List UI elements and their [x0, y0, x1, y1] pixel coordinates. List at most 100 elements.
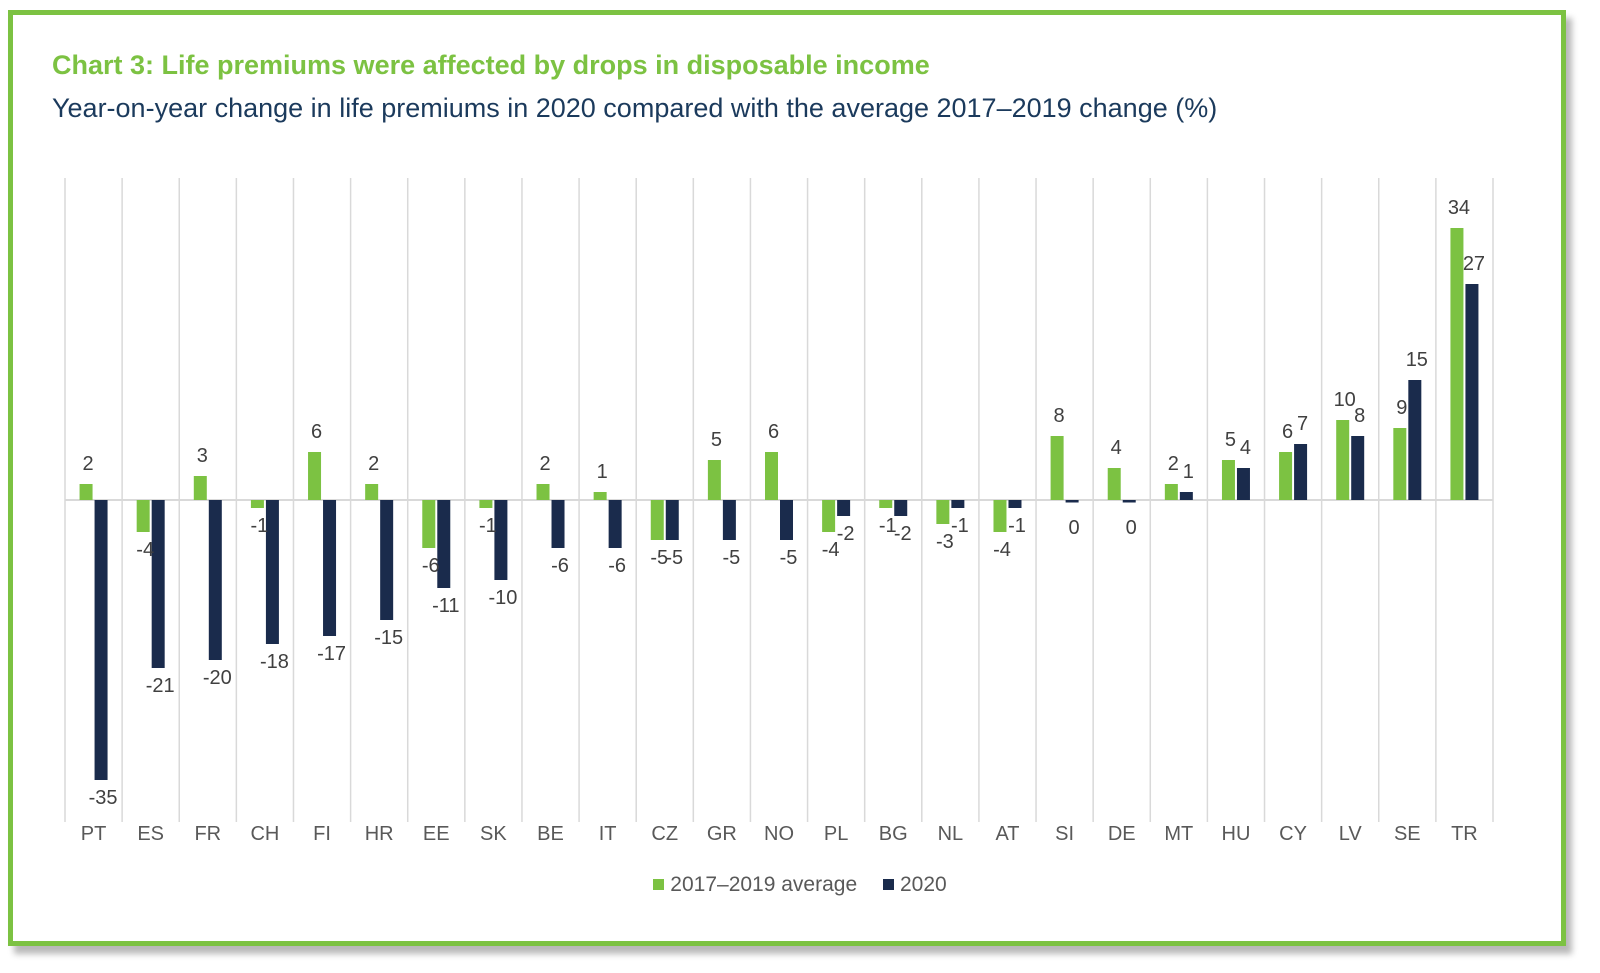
bar-2020	[437, 500, 451, 588]
bar-2020	[894, 500, 908, 516]
bar-2020-zero	[1122, 500, 1136, 503]
bar-2020	[265, 500, 279, 644]
category-label: HU	[1222, 823, 1251, 845]
legend-swatch-series-b	[882, 879, 894, 890]
bar-2020	[1179, 492, 1193, 500]
category-label: CY	[1279, 823, 1307, 845]
bar-avg-2017-2019	[765, 452, 778, 500]
data-labels: 2-35-4-213-20-1-186-172-15-6-11-1-102-61…	[82, 197, 1485, 809]
category-label: SI	[1055, 823, 1074, 845]
bar-2020	[551, 500, 565, 548]
data-label: 5	[1225, 429, 1236, 451]
data-label: -5	[722, 547, 740, 569]
data-label: -21	[146, 675, 175, 697]
category-label: ES	[137, 823, 164, 845]
bar-avg-2017-2019	[479, 500, 493, 508]
bar-2020	[323, 500, 337, 636]
bar-avg-2017-2019	[936, 500, 950, 524]
category-label: SE	[1394, 823, 1421, 845]
data-label: 10	[1334, 389, 1356, 411]
data-label: 5	[711, 429, 722, 451]
category-label: AT	[995, 823, 1019, 845]
data-label: 6	[1282, 421, 1293, 443]
data-label: -5	[780, 547, 798, 569]
category-label: CH	[250, 823, 279, 845]
bar-avg-2017-2019	[308, 452, 322, 500]
gridlines	[64, 178, 1494, 822]
bar-avg-2017-2019	[250, 500, 264, 508]
data-label: 15	[1406, 349, 1428, 371]
bar-2020-zero	[1065, 500, 1079, 503]
data-label: -18	[260, 651, 289, 673]
data-label: -4	[822, 539, 840, 561]
bar-2020	[1408, 380, 1422, 500]
legend-item-series-a: 2017–2019 average	[653, 873, 857, 897]
data-label: 6	[768, 421, 779, 443]
data-label: 9	[1396, 397, 1407, 419]
bar-2020	[780, 500, 793, 540]
bar-avg-2017-2019	[707, 460, 721, 500]
data-label: 2	[539, 453, 550, 475]
category-label: LV	[1339, 823, 1363, 845]
bar-avg-2017-2019	[136, 500, 150, 532]
bar-2020	[608, 500, 622, 548]
data-label: 6	[311, 421, 322, 443]
legend-item-series-b: 2020	[882, 872, 947, 897]
data-label: 1	[597, 461, 608, 483]
category-label: NL	[938, 823, 964, 845]
category-label: EE	[423, 823, 450, 845]
category-label: PT	[81, 823, 107, 845]
legend-label-series-b: 2020	[899, 872, 947, 896]
bar-avg-2017-2019	[822, 500, 836, 532]
category-label: CZ	[651, 823, 678, 845]
bar-avg-2017-2019	[1107, 468, 1121, 500]
data-label: -1	[951, 515, 969, 537]
data-label: -4	[136, 539, 154, 561]
bar-2020	[1351, 436, 1365, 500]
bar-2020	[94, 500, 108, 780]
data-label: -10	[488, 587, 517, 609]
data-label: 4	[1240, 437, 1251, 459]
category-label: IT	[599, 823, 617, 845]
bar-avg-2017-2019	[79, 484, 93, 500]
data-label: -11	[432, 595, 459, 617]
bar-avg-2017-2019	[365, 484, 379, 500]
bar-2020	[151, 500, 165, 668]
category-label: PL	[824, 823, 848, 845]
chart-subtitle: Year-on-year change in life premiums in …	[52, 93, 1218, 123]
bar-avg-2017-2019	[1221, 460, 1235, 500]
bar-avg-2017-2019	[879, 500, 893, 508]
data-label: -4	[993, 539, 1011, 561]
category-label: BE	[537, 823, 564, 845]
data-label: 7	[1297, 413, 1308, 435]
data-label: 8	[1054, 405, 1065, 427]
chart-title: Chart 3: Life premiums were affected by …	[52, 50, 930, 80]
category-label: FI	[313, 823, 331, 845]
data-label: 0	[1126, 517, 1137, 539]
data-label: 34	[1448, 197, 1470, 219]
data-label: 4	[1111, 437, 1122, 459]
bar-avg-2017-2019	[1450, 228, 1464, 500]
data-label: -6	[422, 555, 440, 577]
data-label: -1	[479, 515, 497, 537]
category-label: FR	[194, 823, 221, 845]
bar-avg-2017-2019	[650, 500, 664, 540]
bar-avg-2017-2019	[993, 500, 1007, 532]
bar-2020	[722, 500, 736, 540]
data-label: -15	[374, 627, 403, 649]
data-label: 3	[197, 445, 208, 467]
data-label: -17	[317, 643, 346, 665]
bar-avg-2017-2019	[193, 476, 207, 500]
data-label: -6	[551, 555, 569, 577]
bars	[79, 228, 1479, 780]
bar-avg-2017-2019	[1050, 436, 1064, 500]
data-label: -35	[89, 787, 118, 809]
legend-swatch-series-a	[653, 879, 665, 890]
bar-2020	[665, 500, 679, 540]
data-label: 8	[1354, 405, 1365, 427]
bar-2020	[1465, 284, 1479, 500]
legend-label-series-a: 2017–2019 average	[670, 872, 858, 896]
category-label: SK	[480, 823, 507, 845]
bar-2020	[951, 500, 965, 508]
